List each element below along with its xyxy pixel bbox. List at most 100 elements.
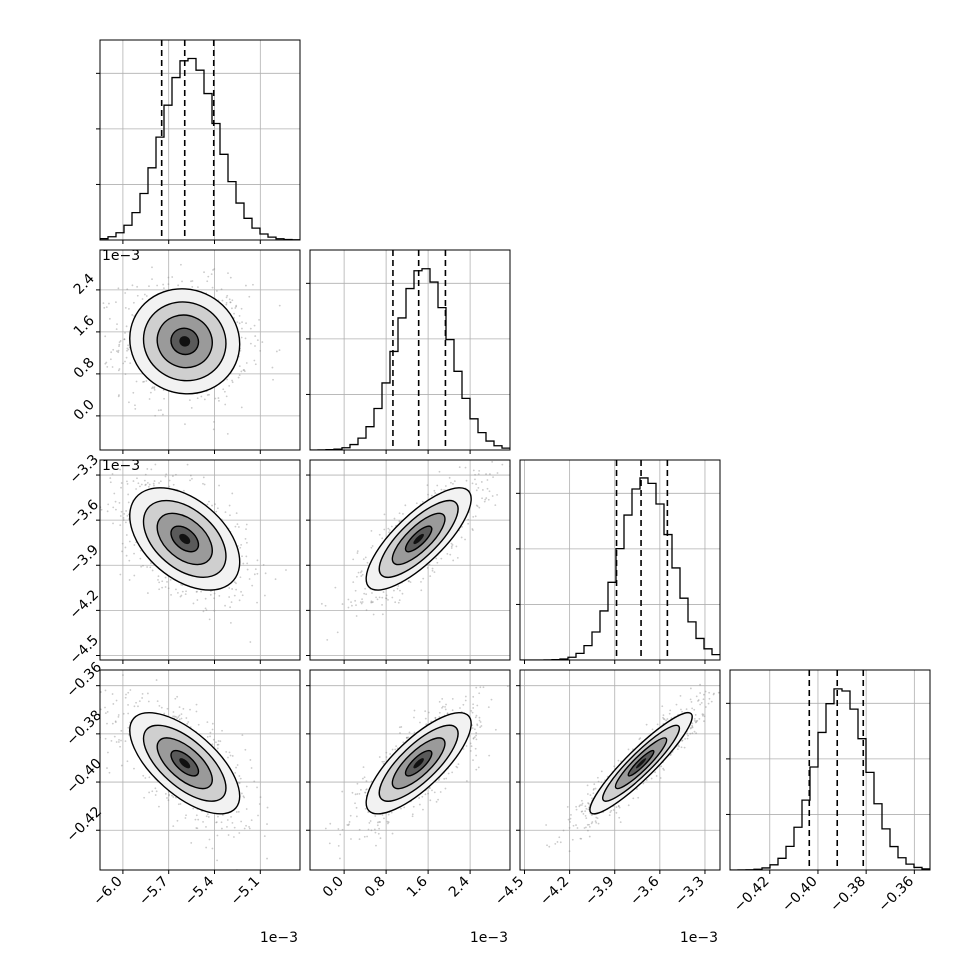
scatter-point [155,679,158,681]
scatter-point [501,463,504,466]
scatter-point [444,706,446,708]
scatter-point [478,469,481,472]
scatter-point [609,811,612,814]
scatter-point [146,481,149,484]
scatter-point [339,857,341,860]
histogram-panel-0 [96,39,301,244]
scatter-point [365,780,368,782]
scatter-point [244,748,247,751]
scatter-point [687,734,689,737]
scatter-point [352,558,355,561]
scatter-point [491,495,494,497]
scatter-point [372,613,375,616]
scatter-point [104,706,106,709]
scatter-point [178,714,181,717]
scatter-point [170,593,172,596]
scatter-point [356,552,359,554]
scatter-point [691,707,694,710]
scatter-point [124,306,127,309]
scatter-point [164,475,167,478]
scatter-point [212,269,214,271]
scatter-point [163,712,166,715]
scatter-point [227,272,229,275]
scatter-point [120,729,123,732]
scatter-point [175,715,177,718]
scatter-point [433,791,436,794]
scatter-point [413,731,416,734]
scatter-point [213,268,216,270]
scatter-point [381,760,384,763]
scatter-point [188,399,191,402]
scatter-point [397,585,400,587]
scatter-point [195,827,198,829]
scatter-point [233,836,235,838]
scatter-point [125,356,128,359]
scatter-point [446,552,449,555]
scatter-point [240,590,242,593]
scatter-point [375,844,377,847]
scatter-point [167,283,170,286]
scatter-point [421,500,424,503]
scatter-point [472,703,475,706]
scatter-point [233,826,236,829]
scatter-point [413,716,415,719]
scatter-point [210,273,213,276]
scatter-point [435,800,438,803]
scatter-point [136,294,139,297]
scatter-point [370,601,373,604]
scatter-point [693,708,696,711]
density-panel-2-0 [96,459,301,664]
panel-frame [309,669,511,871]
scatter-point [381,613,384,616]
scatter-point [387,822,389,825]
scatter-point [131,314,134,316]
scatter-point [421,795,424,798]
scatter-point [482,686,485,689]
scatter-point [235,811,238,813]
scatter-point [385,751,388,754]
scatter-point [151,387,153,390]
scatter-point [434,717,437,719]
scatter-point [352,581,355,584]
scatter-point [114,720,117,723]
scatter-point [348,823,350,826]
scatter-point [225,301,228,304]
scatter-point [128,559,131,562]
scatter-point [104,335,107,338]
scatter-point [236,523,239,526]
scatter-point [475,754,478,757]
scatter-point [266,857,268,860]
scatter-point [119,573,122,576]
scatter-point [478,506,481,509]
scatter-point [320,602,323,605]
scatter-point [420,589,423,592]
scatter-point [152,482,155,485]
scatter-point [118,394,120,396]
scatter-point [132,391,135,394]
scatter-point [217,397,220,399]
scatter-point [167,587,170,590]
scatter-point [231,821,234,824]
scatter-point [147,700,150,703]
scatter-point [184,817,187,819]
scatter-point [228,751,231,754]
scatter-point [129,689,132,691]
scatter-point [358,793,361,795]
scatter-point [462,748,465,750]
scatter-point [355,615,358,617]
scatter-point [244,337,247,340]
scatter-point [479,726,482,729]
scatter-point [418,797,421,799]
scatter-point [585,826,587,829]
scatter-point [196,397,199,400]
scatter-point [211,504,213,507]
scatter-point [584,805,587,808]
scatter-point [127,726,130,729]
scatter-point [496,472,499,474]
scatter-point [358,838,361,841]
scatter-point [385,756,388,758]
scatter-point [175,473,177,476]
scatter-point [361,601,364,603]
scatter-point [359,788,362,791]
scatter-point [206,503,209,506]
